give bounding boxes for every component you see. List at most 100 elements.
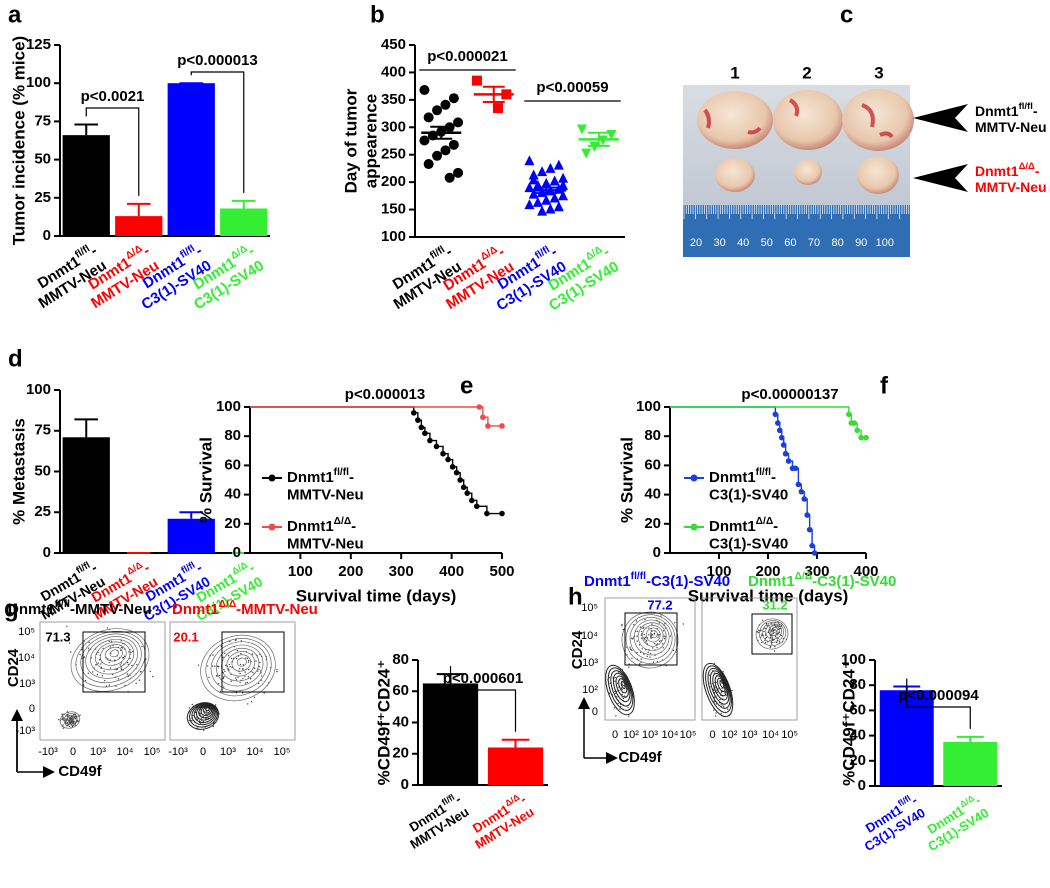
event-marker [863,434,869,441]
event-dot [661,643,664,645]
event-dot [191,720,193,722]
ruler-label: 40 [737,237,749,249]
event-dot [772,629,775,632]
significance-bracket [190,71,245,193]
event-dot [770,629,772,632]
event-dot [764,637,767,640]
legend-label: Dnmt1fl/fl-C3(1)-SV40 [709,467,788,503]
event-dot [758,629,760,631]
event-dot [658,622,660,624]
event-dot [621,693,623,696]
p-value: p<0.000601 [443,670,524,687]
event-dot [621,688,623,691]
flow-x-tick: 10³ [742,729,758,741]
event-dot [722,704,724,706]
event-dot [724,692,726,694]
event-dot [276,670,278,673]
event-dot [239,681,241,684]
legend-marker [690,474,698,482]
event-dot [70,718,72,721]
event-dot [650,637,652,639]
event-dot [636,651,638,654]
event-dot [245,657,247,659]
event-dot [230,680,232,683]
event-dot [263,692,265,694]
flow-x-tick: 10³ [90,746,106,758]
contour [712,672,729,701]
event-dot [223,668,225,671]
data-point [524,199,535,210]
event-dot [236,649,239,652]
gate [221,631,285,693]
event-marker [499,510,505,517]
contour [719,680,725,688]
event-dot [207,665,209,667]
flow-title: Dnmt1fl/fl-C3(1)-SV40 [584,571,730,590]
contour [191,703,217,726]
text-part: MMTV-Neu [241,601,318,618]
contour [641,624,664,647]
contour [645,627,661,643]
event-dot [631,649,633,652]
significance-bracket [906,678,971,729]
event-dot [249,678,252,680]
data-point [423,159,434,170]
p-value: p<0.000094 [898,687,979,704]
event-dot [87,672,90,675]
event-marker [846,411,852,418]
text-part: Δ/Δ [334,516,351,527]
y-tick-label: 100 [26,74,51,91]
event-dot [723,706,725,708]
event-dot [720,691,723,694]
text-part: Dnmt1 [8,601,55,618]
bar [167,518,215,553]
flow-y-tick: 10⁴ [581,630,598,642]
contour [205,707,210,712]
event-dot [662,629,665,632]
event-dot [205,718,207,720]
event-dot [67,724,69,727]
text-part: - [351,518,356,535]
y-tick-label: 60 [644,456,661,473]
flow-x-tick: 10⁴ [117,746,134,758]
bar [422,683,479,785]
x-tick-label: 400 [439,563,464,580]
event-dot [70,651,72,653]
event-dot [202,720,204,723]
y-tick-label: 80 [224,427,241,444]
contour [755,618,789,650]
event-marker [772,411,779,418]
x-tick-label: Dnmt1fl/fl-MMTV-Neu [398,790,471,852]
event-dot [646,655,649,658]
event-dot [650,633,653,635]
y-tick-label: 75 [34,112,51,129]
event-dot [141,645,143,648]
event-marker [427,437,433,444]
y-tick-label: 40 [392,713,409,730]
contour [633,619,670,656]
event-dot [764,642,767,644]
x-tick-label: Dnmt1fl/fl-C3(1)-SV40 [853,791,928,855]
event-dot [650,652,652,655]
event-dot [251,653,254,655]
event-dot [223,686,225,688]
legend-label: Dnmt1Δ/Δ-MMTV-Neu [287,516,364,552]
event-dot [616,696,618,698]
event-dot [657,636,659,638]
contour [202,706,211,714]
y-axis-label: %CD49f⁺CD24⁺ [839,660,858,786]
contour [714,675,727,697]
event-dot [608,692,611,695]
y-tick-label: 100 [841,651,866,668]
data-point [553,201,564,212]
event-dot [640,658,642,660]
y-axis-label: %CD49f⁺CD24⁺ [374,660,393,786]
event-marker [418,424,425,431]
event-dot [759,630,762,632]
contour [620,680,626,690]
event-dot [244,682,247,684]
y-tick-label: 125 [26,36,51,53]
y-tick-label: 200 [381,173,406,190]
event-dot [253,696,256,699]
event-dot [120,667,122,669]
